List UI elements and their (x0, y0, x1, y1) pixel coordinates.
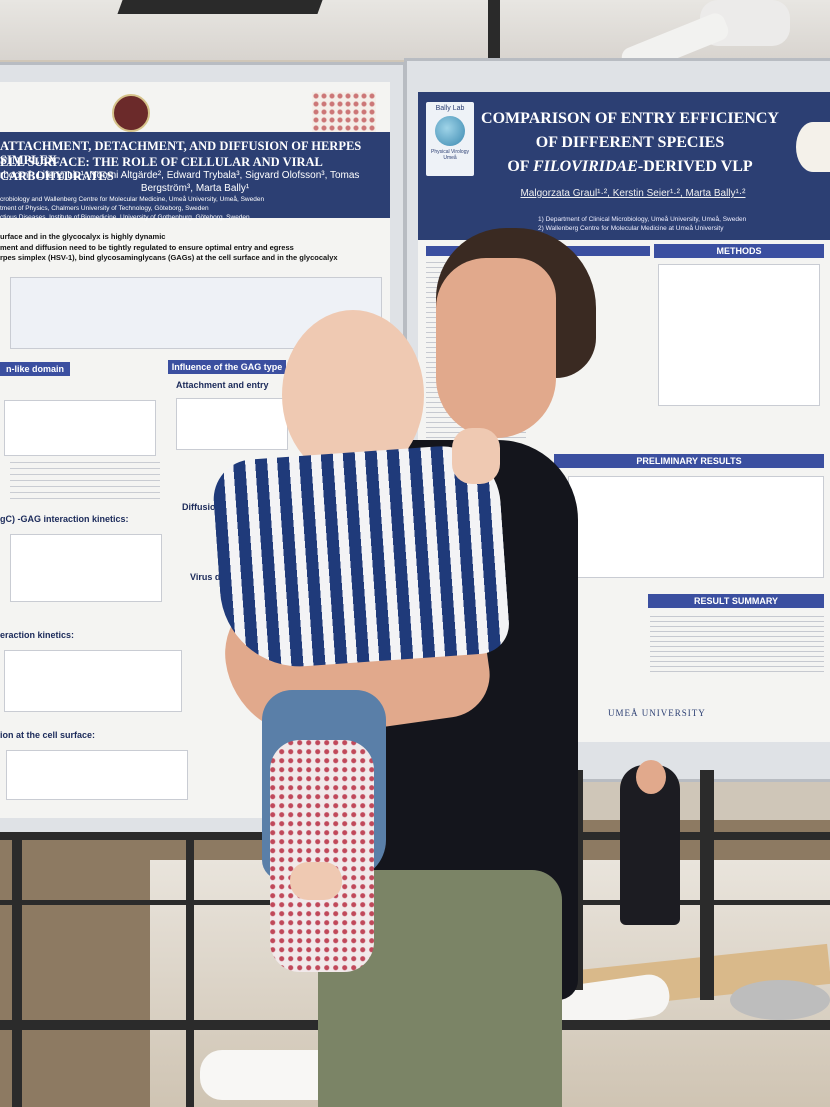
right-poster-affiliations: 1) Department of Clinical Microbiology, … (538, 216, 818, 234)
left-poster-title-band: ATTACHMENT, DETACHMENT, AND DIFFUSION OF… (0, 132, 390, 218)
right-poster-authors: Malgorzata Graul¹·², Kerstin Seier¹·², M… (520, 188, 746, 199)
right-aff-2: 2) Wallenberg Centre for Molecular Medic… (538, 224, 724, 232)
left-intro-1: urface and in the glycocalyx is highly d… (0, 232, 166, 241)
right-section-methods: METHODS (654, 244, 824, 258)
left-aff-2: tment of Physics, Chalmers University of… (0, 204, 209, 212)
right-poster-title-band: Bally Lab Physical Virology Umeå COMPARI… (418, 92, 830, 240)
right-results-figure (568, 476, 824, 578)
left-section-interaction: gC) -GAG interaction kinetics: (0, 514, 129, 524)
railing-post-2 (186, 840, 194, 1107)
left-figure-3 (10, 534, 162, 602)
left-intro-2: ment and diffusion need to be tightly re… (0, 242, 294, 252)
left-poster-title-2: ELL SURFACE: THE ROLE OF CELLULAR AND VI… (0, 155, 323, 183)
left-section-virus-dif: Virus dif (190, 572, 226, 582)
right-section-preliminary: PRELIMINARY RESULTS (554, 454, 824, 468)
right-poster-title-1: COMPARISON OF ENTRY EFFICIENCY (481, 110, 779, 127)
left-section-kinetics: eraction kinetics: (0, 630, 75, 640)
right-poster-title-2: OF DIFFERENT SPECIES (535, 134, 725, 151)
left-figure-4 (4, 650, 182, 712)
right-poster-university: UMEÅ UNIVERSITY (608, 708, 706, 718)
left-figure-2 (176, 398, 288, 450)
left-section-cell-surface: ion at the cell surface: (0, 730, 96, 740)
left-aff-1: crobiology and Wallenberg Centre for Mol… (0, 196, 265, 203)
railing-post-3 (575, 770, 583, 990)
left-poster-intro: urface and in the glycocalyx is highly d… (0, 232, 390, 264)
left-poster-illustration (312, 92, 376, 132)
right-methods-figure (658, 264, 820, 406)
left-poster-authors-1: rboom², Lifeng Liu¹, Noomi Altgärde², Ed… (0, 170, 360, 181)
ceiling-beam (117, 0, 323, 14)
right-title-3-post: -DERIVED VLP (637, 158, 753, 175)
umea-seal-icon (796, 122, 830, 172)
left-poster-logo (112, 94, 150, 132)
left-aff-3: ctious Diseases, Institute of Biomedicin… (0, 213, 250, 221)
left-intro-3: rpes simplex (HSV-1), bind glycosamingly… (0, 253, 338, 262)
left-section-mucin: n-like domain (0, 362, 70, 376)
left-poster-title-1: ATTACHMENT, DETACHMENT, AND DIFFUSION OF… (0, 139, 362, 167)
left-poster-affiliations: crobiology and Wallenberg Centre for Mol… (0, 196, 390, 222)
ceiling-post (488, 0, 500, 62)
woman-face (436, 258, 556, 438)
left-section-gag-type: Influence of the GAG type (168, 360, 286, 374)
left-figure-1 (4, 400, 156, 456)
right-summary-text (650, 616, 824, 676)
bally-lab-logo: Bally Lab Physical Virology Umeå (426, 102, 474, 176)
baby-foot (290, 862, 342, 900)
background-person-head (636, 760, 666, 794)
right-section-summary: RESULT SUMMARY (648, 594, 824, 608)
left-figure-5 (6, 750, 188, 800)
left-poster-body-column (10, 462, 160, 502)
right-aff-1: 1) Department of Clinical Microbiology, … (538, 216, 747, 223)
railing-post-1 (12, 840, 22, 1107)
bally-lab-name: Bally Lab (435, 105, 465, 112)
bally-lab-sub: Physical Virology Umeå (431, 149, 469, 161)
globe-icon (435, 116, 465, 146)
right-title-3-italic: FILOVIRIDAE (532, 158, 638, 175)
railing-post-4 (700, 770, 714, 1000)
right-poster-title-3: OF FILOVIRIDAE-DERIVED VLP (480, 158, 780, 176)
stand-base (730, 980, 830, 1020)
left-section-attachment: Attachment and entry (176, 380, 269, 390)
left-poster-authors-2: Bergström³, Marta Bally¹ (140, 183, 250, 194)
right-title-3-pre: OF (507, 158, 533, 175)
baby-floral-bib (270, 740, 374, 972)
baby-hand (452, 428, 500, 484)
